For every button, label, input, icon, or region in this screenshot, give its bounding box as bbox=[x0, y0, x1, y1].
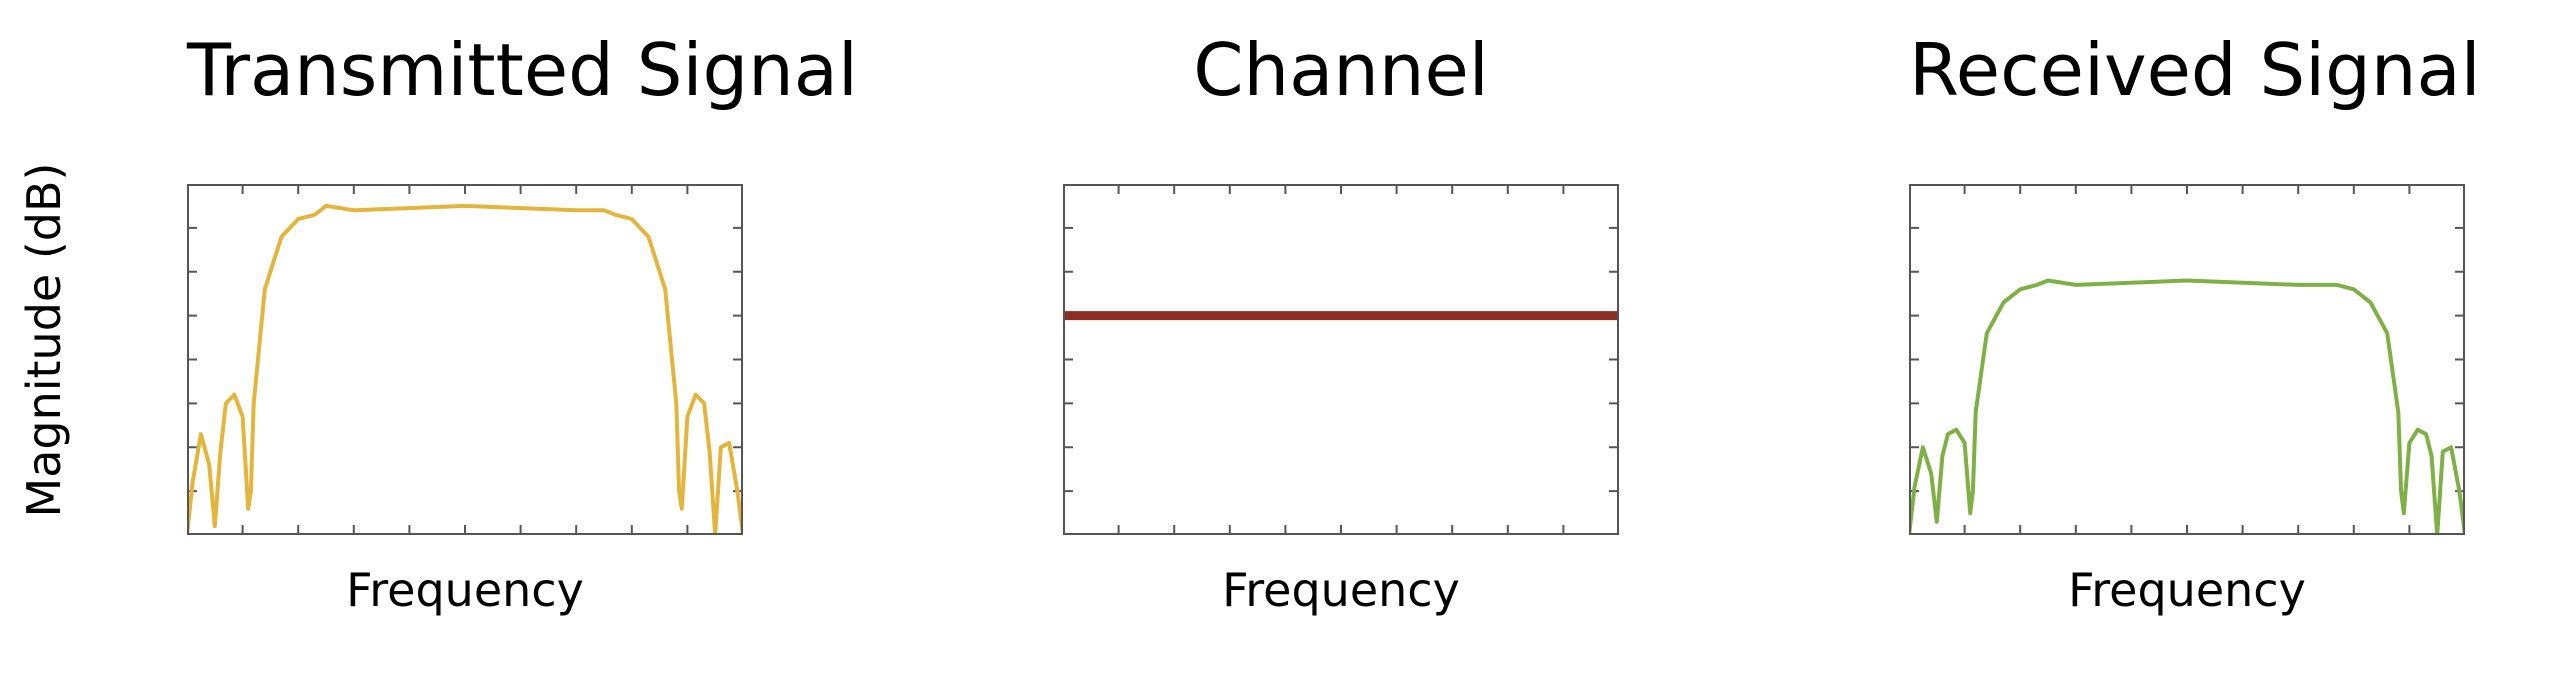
plot-channel bbox=[1063, 184, 1619, 535]
series-line-0 bbox=[1909, 278, 2465, 535]
x-axis-label-channel: Frequency bbox=[1222, 563, 1460, 617]
panel-channel: Channel Frequency bbox=[1063, 0, 1619, 674]
axis-ticks bbox=[1909, 184, 2465, 535]
plot-transmitted bbox=[187, 184, 743, 535]
y-axis-label: Magnitude (dB) bbox=[17, 162, 71, 518]
chart-title-received: Received Signal bbox=[1909, 28, 2481, 112]
x-axis-label-received: Frequency bbox=[2068, 563, 2306, 617]
axis-ticks bbox=[187, 184, 743, 535]
axis-ticks bbox=[1063, 184, 1619, 535]
chart-title-channel: Channel bbox=[1193, 28, 1489, 112]
x-axis-label-transmitted: Frequency bbox=[346, 563, 584, 617]
plot-received bbox=[1909, 184, 2465, 535]
panel-received: Received Signal Frequency bbox=[1909, 0, 2481, 674]
plot-frame bbox=[1909, 184, 2465, 535]
panel-transmitted: Transmitted Signal Frequency bbox=[187, 0, 858, 674]
series-line-0 bbox=[187, 203, 743, 535]
chart-title-transmitted: Transmitted Signal bbox=[187, 28, 858, 112]
plot-frame bbox=[187, 184, 743, 535]
plot-frame bbox=[1063, 184, 1619, 535]
